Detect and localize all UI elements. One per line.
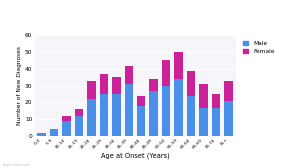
Bar [50,129,58,136]
Bar [137,106,146,136]
X-axis label: Age at Onset (Years): Age at Onset (Years) [100,152,169,159]
Bar [112,94,121,136]
Bar [124,66,133,84]
Bar [75,109,83,116]
Text: New Diagnoses by Age and Sex: New Diagnoses by Age and Sex [4,8,213,21]
Bar [112,77,121,94]
Bar [149,91,158,136]
Bar [224,101,233,136]
Bar [212,108,220,136]
Bar [200,84,208,108]
Bar [162,60,170,86]
Bar [224,81,233,101]
Bar [212,94,220,108]
Bar [62,116,70,121]
Bar [200,108,208,136]
Y-axis label: Number of New Diagnoses: Number of New Diagnoses [17,46,22,125]
Bar [100,74,108,94]
Bar [100,94,108,136]
Legend: Male, Female: Male, Female [242,40,275,55]
Bar [149,79,158,91]
Text: depict data studio: depict data studio [3,163,30,167]
Bar [37,133,46,136]
Bar [187,71,195,96]
Bar [87,99,95,136]
Bar [62,121,70,136]
Bar [87,81,95,99]
Bar [137,96,146,106]
Bar [175,79,183,136]
Bar [187,96,195,136]
Bar [162,86,170,136]
Bar [124,84,133,136]
Bar [75,116,83,136]
Bar [175,52,183,79]
